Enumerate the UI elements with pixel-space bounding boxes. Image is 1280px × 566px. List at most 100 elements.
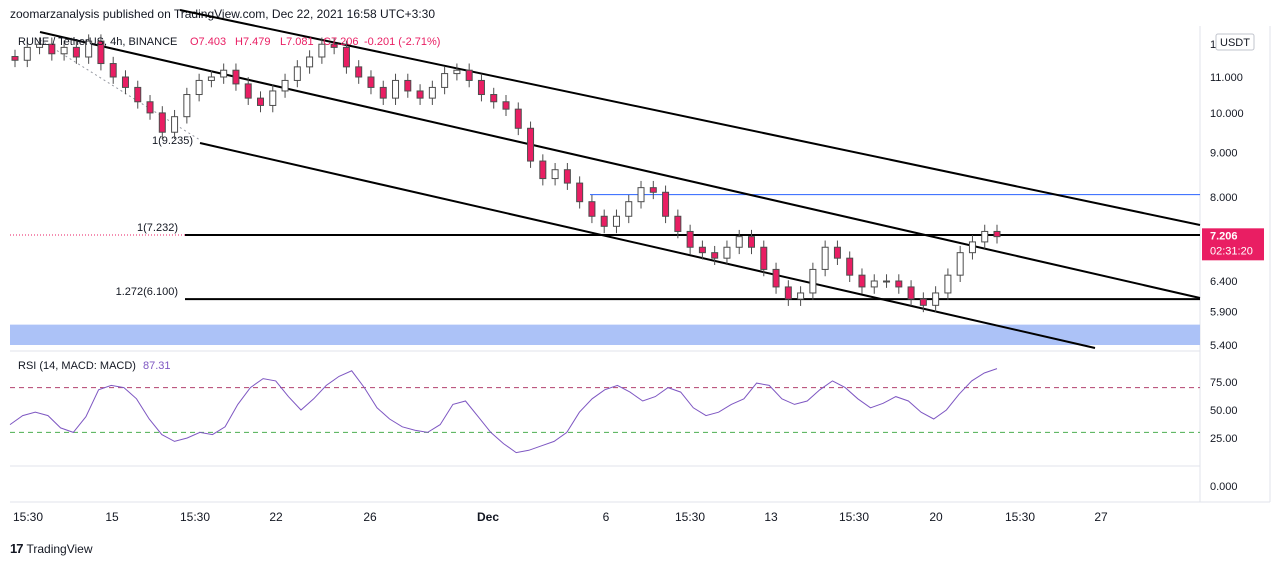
candle[interactable]: [686, 224, 694, 255]
candle[interactable]: [895, 274, 903, 294]
candle[interactable]: [551, 162, 559, 186]
candle[interactable]: [97, 34, 105, 71]
candle[interactable]: [146, 95, 154, 120]
candle[interactable]: [833, 240, 841, 266]
candle[interactable]: [490, 87, 498, 109]
time-axis[interactable]: 15:30 15 15:30 22 26 Dec 6 15:30 13 15:30 20 15:30 2…: [13, 510, 1108, 524]
rsi-axis[interactable]: 75.00 50.00 25.00 0.000: [1210, 377, 1238, 493]
candle[interactable]: [698, 240, 706, 260]
candle[interactable]: [600, 209, 608, 234]
candle[interactable]: [870, 274, 878, 294]
candle-body: [171, 116, 179, 133]
candle[interactable]: [342, 40, 350, 74]
candle-body: [527, 127, 535, 162]
candle[interactable]: [735, 229, 743, 255]
candle[interactable]: [502, 95, 510, 116]
channel-lower-line[interactable]: [199, 142, 1096, 349]
candle[interactable]: [956, 245, 964, 283]
candle[interactable]: [760, 240, 768, 277]
candle[interactable]: [134, 80, 142, 109]
candle[interactable]: [232, 63, 240, 91]
symbol-legend[interactable]: RUNE / TetherUS, 4h, BINANCE O7.403 H7.4…: [18, 36, 440, 48]
candle[interactable]: [183, 87, 191, 124]
candle[interactable]: [932, 286, 940, 313]
candle[interactable]: [11, 49, 19, 68]
candle[interactable]: [993, 224, 1001, 244]
candle[interactable]: [723, 240, 731, 266]
candle[interactable]: [576, 176, 584, 209]
candle[interactable]: [477, 73, 485, 102]
candle[interactable]: [809, 262, 817, 300]
candle[interactable]: [797, 286, 805, 306]
candle[interactable]: [220, 63, 228, 84]
candle[interactable]: [821, 240, 829, 277]
tradingview-logo[interactable]: 17 TradingView: [10, 541, 93, 556]
candle[interactable]: [257, 91, 264, 113]
candle[interactable]: [784, 280, 792, 306]
candle[interactable]: [907, 280, 915, 306]
demand-zone[interactable]: [10, 324, 1200, 345]
candle[interactable]: [711, 245, 719, 266]
candle[interactable]: [748, 229, 755, 255]
candle[interactable]: [392, 73, 400, 105]
candle[interactable]: [612, 209, 620, 234]
candle[interactable]: [846, 251, 854, 283]
candle[interactable]: [772, 262, 780, 294]
candle[interactable]: [453, 63, 461, 81]
candle[interactable]: [306, 50, 314, 74]
currency-badge[interactable]: [1215, 33, 1255, 51]
candle[interactable]: [195, 73, 203, 102]
candle[interactable]: [318, 37, 326, 64]
candle[interactable]: [441, 66, 449, 95]
candle[interactable]: [919, 292, 927, 313]
candle[interactable]: [428, 80, 436, 105]
candle[interactable]: [379, 80, 387, 105]
candle[interactable]: [883, 274, 891, 288]
candle[interactable]: [981, 224, 989, 249]
candle[interactable]: [355, 60, 363, 84]
candle[interactable]: [944, 268, 952, 300]
candle[interactable]: [121, 70, 129, 95]
candle[interactable]: [72, 40, 80, 64]
price-tick-label: 5.400: [1210, 340, 1238, 352]
candle[interactable]: [416, 84, 424, 105]
candles[interactable]: [11, 34, 1001, 313]
candle[interactable]: [207, 70, 215, 88]
candle[interactable]: [48, 37, 56, 61]
price-axis[interactable]: 11.000 10.000 9.000 8.000 6.400 5.900 5.400: [1210, 72, 1244, 352]
candle[interactable]: [109, 56, 117, 84]
candle[interactable]: [465, 63, 473, 88]
candle[interactable]: [171, 109, 179, 140]
candle[interactable]: [539, 154, 547, 186]
candle[interactable]: [23, 40, 31, 68]
rsi-line[interactable]: [9, 368, 998, 454]
candle[interactable]: [858, 268, 866, 294]
candle[interactable]: [36, 37, 44, 55]
candle[interactable]: [563, 162, 571, 190]
channel-upper-line[interactable]: [179, 9, 1201, 226]
rsi-pane[interactable]: [10, 352, 1200, 502]
candle[interactable]: [625, 194, 633, 224]
candle[interactable]: [588, 194, 596, 224]
candle[interactable]: [330, 37, 338, 55]
candle[interactable]: [281, 73, 289, 98]
candle[interactable]: [968, 235, 976, 260]
candle[interactable]: [649, 180, 657, 200]
candle[interactable]: [85, 34, 93, 64]
candle[interactable]: [674, 209, 682, 239]
candle-body: [551, 169, 559, 180]
candle[interactable]: [244, 77, 252, 105]
candle[interactable]: [367, 70, 375, 95]
candle[interactable]: [662, 185, 670, 224]
candle[interactable]: [514, 102, 522, 136]
candle[interactable]: [293, 60, 301, 88]
candle-body: [281, 79, 289, 92]
candle[interactable]: [269, 84, 277, 113]
candle[interactable]: [404, 73, 412, 98]
legend-symbol: RUNE / TetherUS, 4h, BINANCE: [18, 36, 177, 48]
candle[interactable]: [527, 121, 535, 168]
candle[interactable]: [60, 40, 68, 61]
candle[interactable]: [158, 106, 166, 140]
candle[interactable]: [637, 180, 645, 209]
